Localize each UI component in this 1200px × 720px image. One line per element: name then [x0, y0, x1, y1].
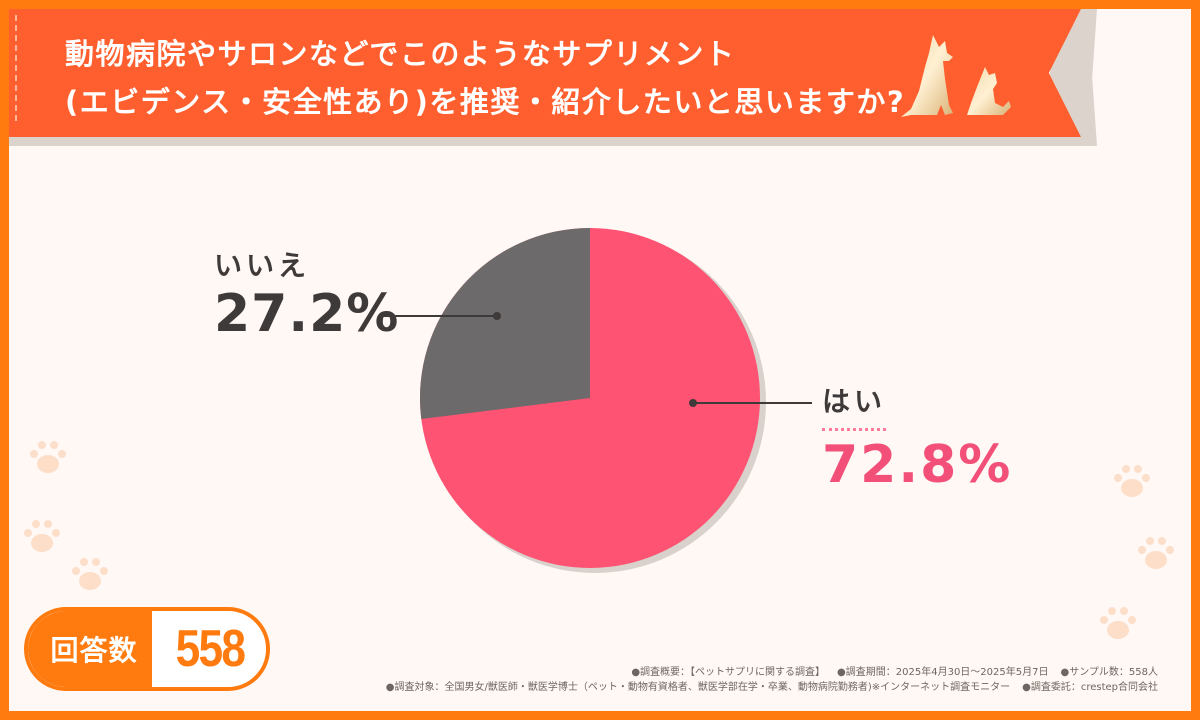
- pie-slice-no: [419, 227, 590, 419]
- paw-print-icon: [72, 558, 108, 590]
- survey-notes: ●調査概要：【ペットサプリに関する調査】 ●調査期間：2025年4月30日～202…: [374, 665, 1158, 695]
- survey-notes-line2: ●調査対象：全国男女/獣医師・獣医学博士（ペット・動物有資格者、獣医学部在学・卒…: [374, 680, 1158, 695]
- chart-frame: 動物病院やサロンなどでこのようなサプリメント (エビデンス・安全性あり)を推奨・…: [9, 9, 1191, 711]
- dog-and-cat-silhouette-icon: [901, 35, 1011, 117]
- survey-contractor: ●調査委託：crestep合同会社: [1022, 682, 1158, 693]
- banner-dashed-line: [15, 15, 17, 121]
- label-no-value: 27.2%: [214, 284, 400, 344]
- title-banner: [9, 9, 1081, 137]
- paw-print-icon: [24, 520, 60, 552]
- survey-overview: ●調査概要：【ペットサプリに関する調査】: [631, 667, 826, 678]
- label-yes: はい 72.8%: [822, 380, 1012, 495]
- chart-title-line2: (エビデンス・安全性あり)を推奨・紹介したいと思いますか?: [65, 85, 906, 119]
- label-no: いいえ 27.2%: [214, 244, 399, 344]
- chart-title-line1: 動物病院やサロンなどでこのようなサプリメント: [65, 37, 736, 71]
- response-count-label: 回答数: [28, 611, 152, 687]
- response-count-badge: 回答数 558: [24, 607, 270, 691]
- label-yes-value: 72.8%: [822, 435, 1013, 495]
- label-no-text: いいえ: [214, 249, 311, 282]
- leader-dot-yes: [689, 399, 697, 407]
- survey-period: ●調査期間：2025年4月30日～2025年5月7日: [837, 667, 1049, 678]
- paw-print-icon: [1100, 607, 1136, 639]
- paw-print-icon: [30, 441, 66, 473]
- leader-dot-no: [493, 312, 501, 320]
- pie-chart: [380, 227, 812, 573]
- label-yes-text: はい: [822, 380, 887, 431]
- paw-print-icon: [1114, 465, 1150, 497]
- response-count-value: 558: [175, 620, 246, 678]
- survey-target: ●調査対象：全国男女/獣医師・獣医学博士（ペット・動物有資格者、獣医学部在学・卒…: [385, 682, 1011, 693]
- paw-print-icon: [1138, 537, 1174, 569]
- banner-shadow-bottom: [9, 137, 1091, 146]
- survey-notes-line1: ●調査概要：【ペットサプリに関する調査】 ●調査期間：2025年4月30日～202…: [374, 665, 1158, 680]
- survey-sample-size: ●サンプル数：558人: [1060, 667, 1158, 678]
